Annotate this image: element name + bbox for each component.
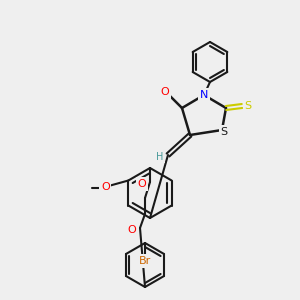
Text: O: O [128, 225, 136, 235]
Text: Br: Br [139, 256, 151, 266]
Text: N: N [200, 90, 208, 100]
Text: O: O [101, 182, 110, 193]
Text: S: S [244, 101, 252, 111]
Text: S: S [220, 127, 228, 137]
Text: H: H [156, 152, 164, 162]
Text: O: O [138, 179, 146, 189]
Text: O: O [160, 87, 169, 97]
